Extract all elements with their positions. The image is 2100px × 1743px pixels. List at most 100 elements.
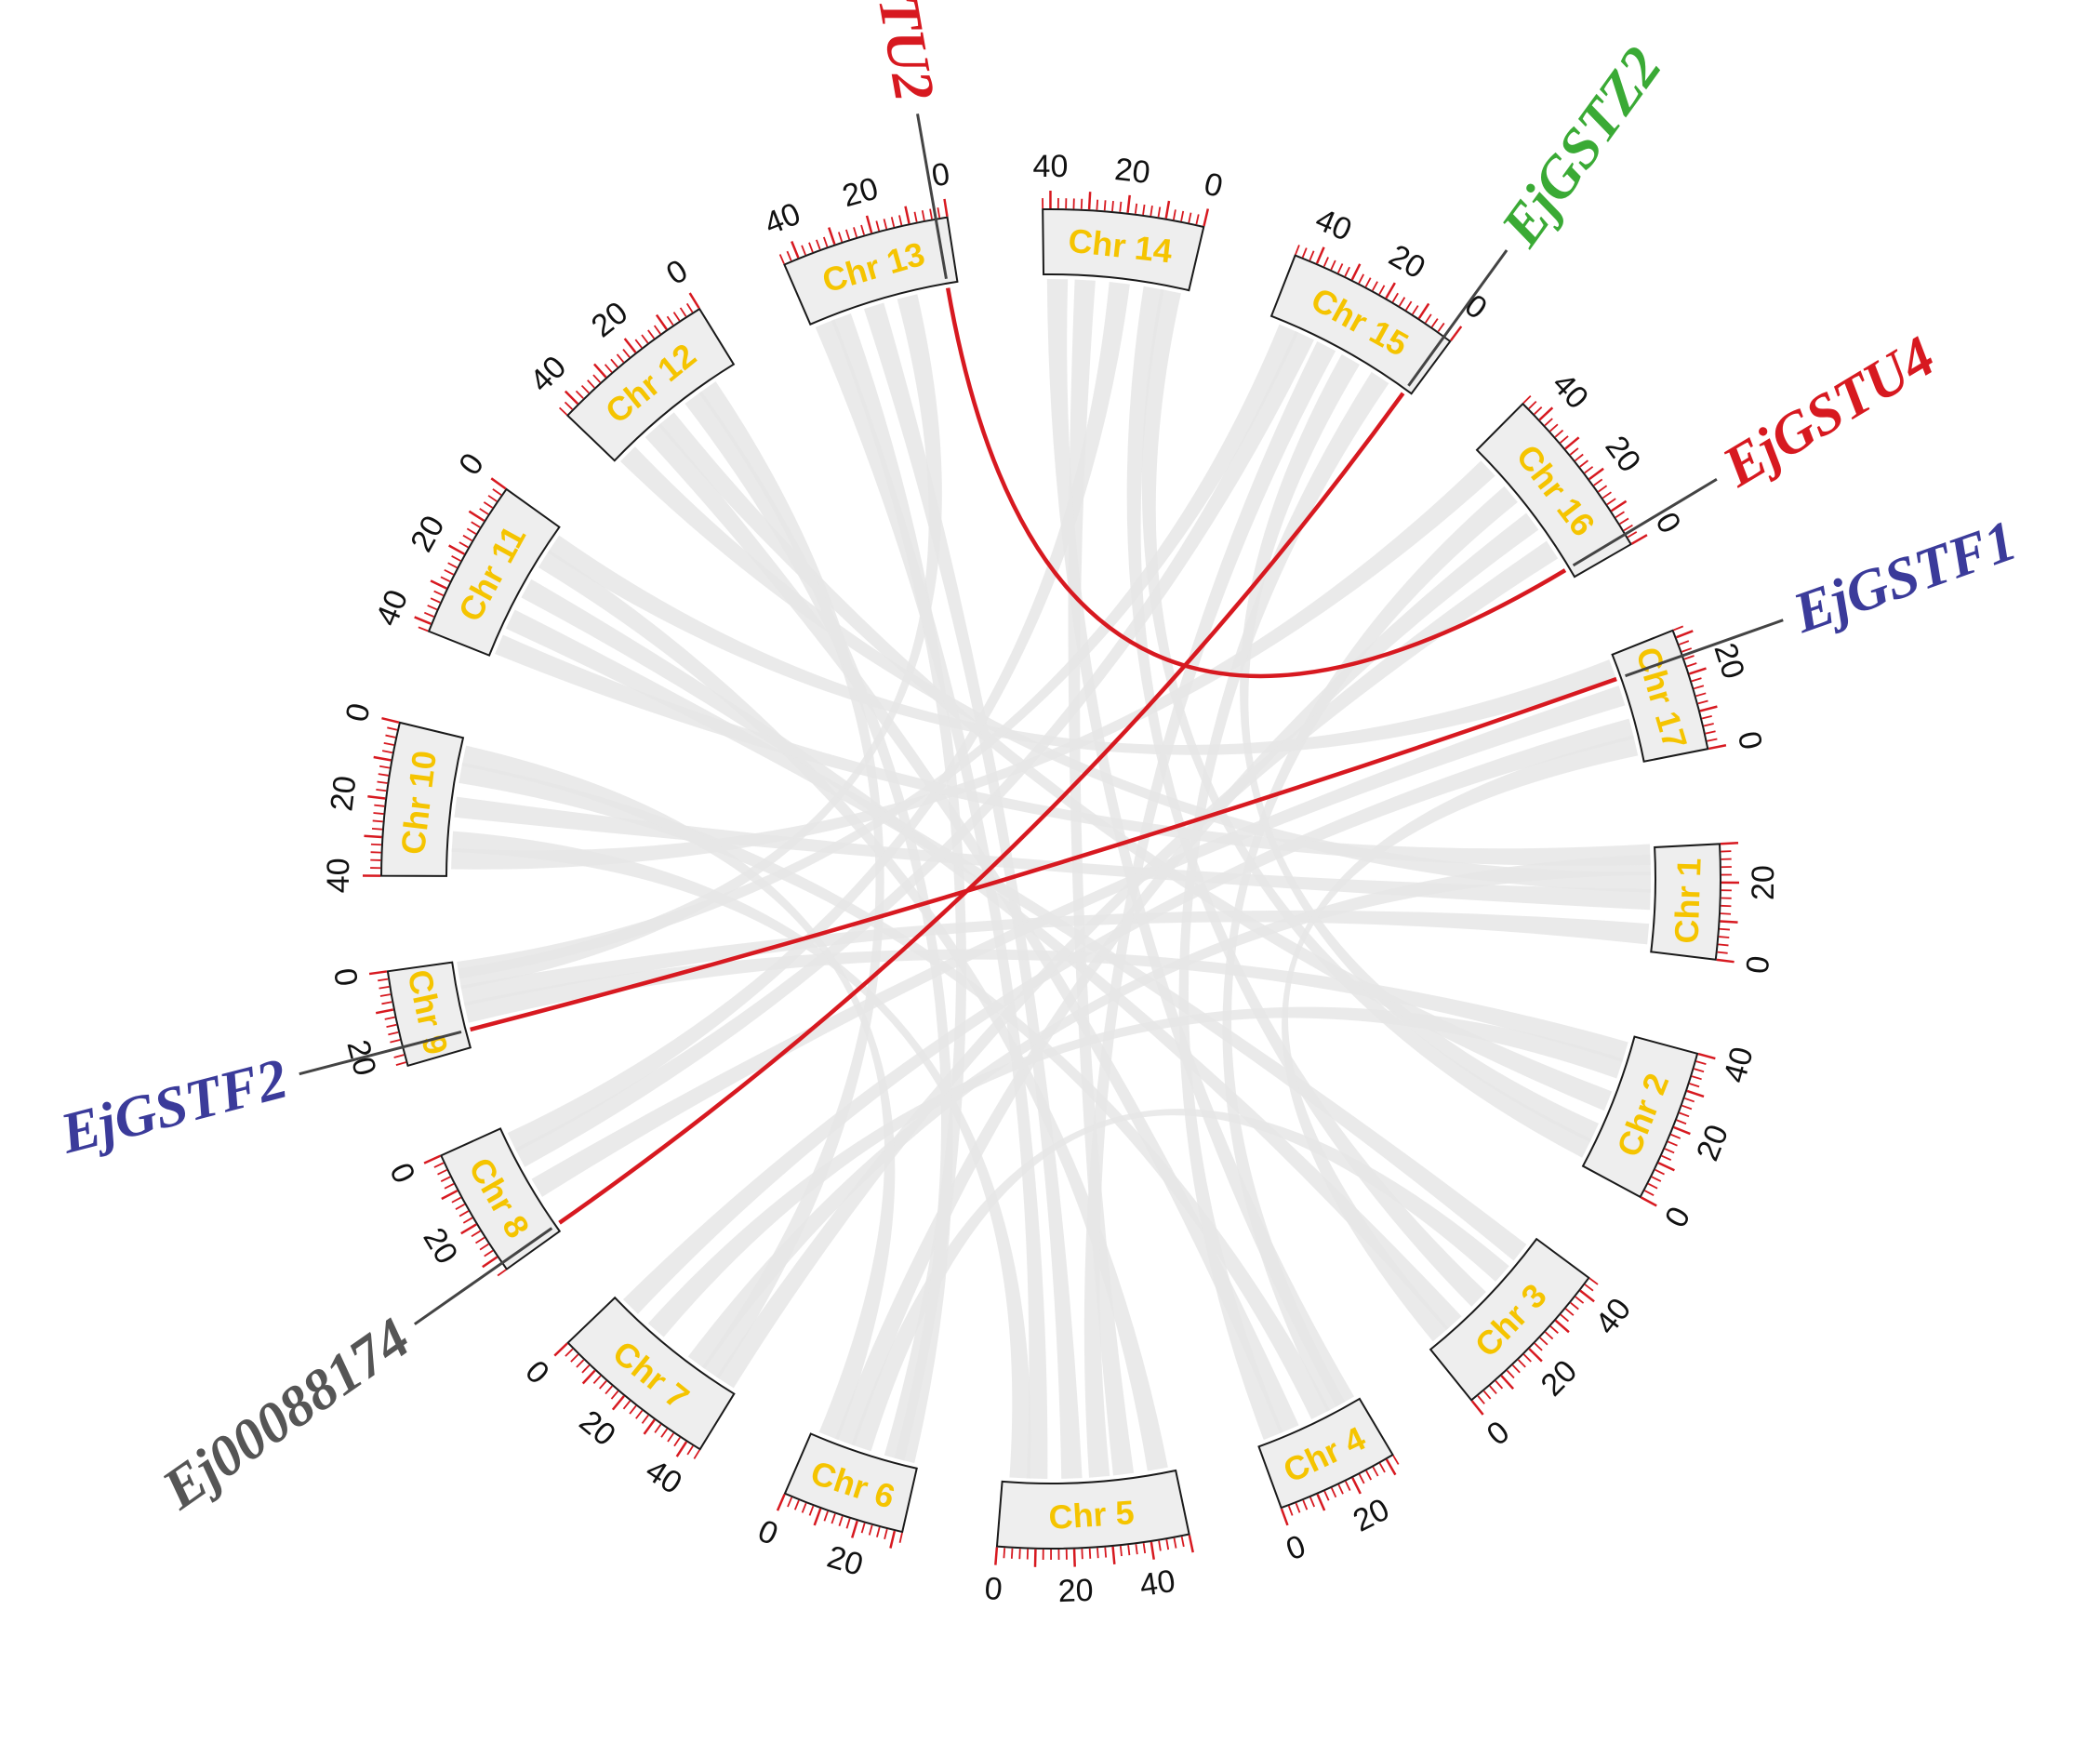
scale-tick <box>1398 297 1406 307</box>
scale-tick <box>385 734 396 738</box>
scale-tick <box>1689 1083 1700 1088</box>
scale-tick <box>423 611 434 618</box>
scale-tick <box>675 1441 688 1457</box>
scale-tick-label: 0 <box>752 1513 782 1552</box>
chromosome-band <box>1475 402 1633 579</box>
scale-tick-label: 40 <box>1588 1292 1638 1341</box>
scale-tick <box>471 1230 481 1238</box>
scale-tick <box>440 576 451 582</box>
scale-tick <box>1365 1470 1373 1481</box>
scale-tick <box>482 1256 498 1269</box>
scale-tick <box>423 1154 441 1164</box>
scale-tick <box>451 554 461 562</box>
scale-tick <box>381 717 400 724</box>
scale-tick <box>479 508 489 515</box>
synteny-link <box>458 294 942 990</box>
scale-tick <box>376 788 387 792</box>
scale-tick <box>1372 281 1378 291</box>
synteny-link <box>1240 353 1599 1143</box>
chromosome-band <box>439 1127 562 1271</box>
scale-tick <box>1528 400 1537 409</box>
scale-tick <box>1699 705 1718 712</box>
highlight-links <box>470 287 1617 1225</box>
scale-tick <box>564 390 579 406</box>
scale-tick <box>479 1243 489 1251</box>
scale-tick-label: 40 <box>639 1453 687 1501</box>
scale-tick <box>1158 1540 1162 1551</box>
chromosome-chr1: Chr 1 0 20 <box>1650 842 1781 976</box>
scale-tick <box>1575 453 1584 462</box>
scale-tick <box>1188 212 1192 223</box>
scale-tick <box>451 1196 461 1204</box>
gene-leader-line <box>1572 477 1718 567</box>
scale-tick-label: 0 <box>1731 728 1769 752</box>
scale-tick <box>576 1359 585 1368</box>
scale-tick <box>1344 266 1350 277</box>
synteny-link <box>505 609 1527 1261</box>
scale-tick <box>1720 842 1739 845</box>
scale-tick <box>483 501 494 509</box>
scale-tick <box>610 358 618 368</box>
scale-tick <box>837 232 844 243</box>
scale-tick <box>1010 1548 1014 1559</box>
chromosome-band <box>565 307 736 462</box>
scale-tick-label: 20 <box>1746 865 1781 900</box>
scale-tick <box>490 477 507 490</box>
scale-tick <box>1165 1539 1170 1550</box>
scale-tick-label: 0 <box>983 1571 1003 1607</box>
scale-tick <box>1287 1505 1294 1516</box>
scale-tick <box>1655 1168 1665 1176</box>
chromosome-band <box>1611 629 1709 763</box>
scale-tick <box>1385 1458 1397 1476</box>
scale-tick <box>1549 1325 1559 1334</box>
scale-tick <box>1506 1369 1515 1379</box>
scale-tick <box>592 374 602 383</box>
scale-tick <box>1351 1477 1362 1495</box>
scale-tick <box>1695 1060 1707 1065</box>
scale-tick <box>575 390 584 399</box>
chromosome-chr17: Chr 17 020 <box>1611 625 1769 763</box>
scale-tick <box>685 302 694 313</box>
scale-tick <box>1676 630 1694 639</box>
scale-tick <box>565 1348 574 1357</box>
scale-tick <box>937 207 941 219</box>
scale-tick <box>1330 1487 1337 1498</box>
scale-tick <box>444 1182 455 1190</box>
scale-tick <box>929 208 933 220</box>
scale-tick <box>1315 246 1325 264</box>
scale-tick <box>1673 625 1684 632</box>
scale-tick <box>1412 305 1419 315</box>
scale-tick <box>883 219 888 230</box>
scale-tick <box>1549 423 1559 432</box>
scale-tick <box>484 1249 494 1257</box>
scale-tick <box>1534 406 1543 415</box>
scale-tick <box>1372 1466 1379 1477</box>
scale-tick-label: 0 <box>339 700 377 725</box>
scale-tick <box>654 1423 662 1433</box>
scale-tick <box>1570 1301 1579 1311</box>
scale-tick <box>1644 1190 1655 1196</box>
scale-tick-label: 20 <box>1057 1573 1094 1609</box>
chromosome-band <box>1581 1035 1699 1199</box>
scale-tick <box>1640 1196 1657 1207</box>
scale-tick <box>1336 263 1344 273</box>
scale-tick-label: 20 <box>1383 238 1431 286</box>
scale-tick <box>462 1217 473 1224</box>
scale-tick <box>616 353 625 363</box>
chromosome-band <box>1042 208 1205 292</box>
scale-tick <box>1684 1097 1695 1103</box>
scale-tick <box>1705 730 1716 735</box>
scale-tick <box>1295 245 1300 255</box>
scale-tick <box>816 239 821 250</box>
scale-tick <box>430 579 447 590</box>
scale-tick <box>1385 282 1396 299</box>
scale-tick <box>430 597 441 604</box>
chromosome-band <box>427 487 561 657</box>
scale-tick <box>666 315 674 326</box>
scale-tick <box>660 1428 669 1438</box>
scale-tick <box>647 329 656 339</box>
scale-tick <box>1697 1052 1716 1060</box>
